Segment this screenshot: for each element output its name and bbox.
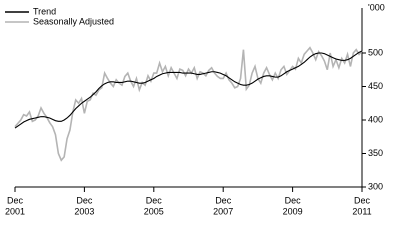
y-tick-label: 500 bbox=[368, 47, 383, 57]
x-tick-label: 2011 bbox=[352, 206, 371, 216]
x-tick-label: Dec bbox=[7, 195, 24, 205]
y-tick-label: 400 bbox=[368, 114, 383, 124]
x-tick-label: 2007 bbox=[213, 206, 233, 216]
y-tick-label: 350 bbox=[368, 148, 383, 158]
x-tick-label: Dec bbox=[215, 195, 232, 205]
y-tick-label: 300 bbox=[368, 181, 383, 191]
series-line bbox=[14, 50, 363, 129]
x-tick-label: Dec bbox=[146, 195, 163, 205]
legend-label: Trend bbox=[33, 6, 56, 16]
x-tick-label: Dec bbox=[285, 195, 302, 205]
x-tick-label: Dec bbox=[76, 195, 93, 205]
x-tick-label: 2009 bbox=[283, 206, 303, 216]
x-tick-label: 2005 bbox=[144, 206, 164, 216]
x-tick-label: Dec bbox=[354, 195, 371, 205]
y-axis-label: '000 bbox=[368, 2, 385, 12]
chart: '000 300350400450500Dec2001Dec2003Dec200… bbox=[5, 2, 385, 216]
x-tick-label: 2003 bbox=[74, 206, 94, 216]
y-tick-label: 450 bbox=[368, 81, 383, 91]
x-tick-label: 2001 bbox=[5, 206, 25, 216]
series-line bbox=[14, 46, 363, 162]
legend-label: Seasonally Adjusted bbox=[33, 16, 114, 26]
